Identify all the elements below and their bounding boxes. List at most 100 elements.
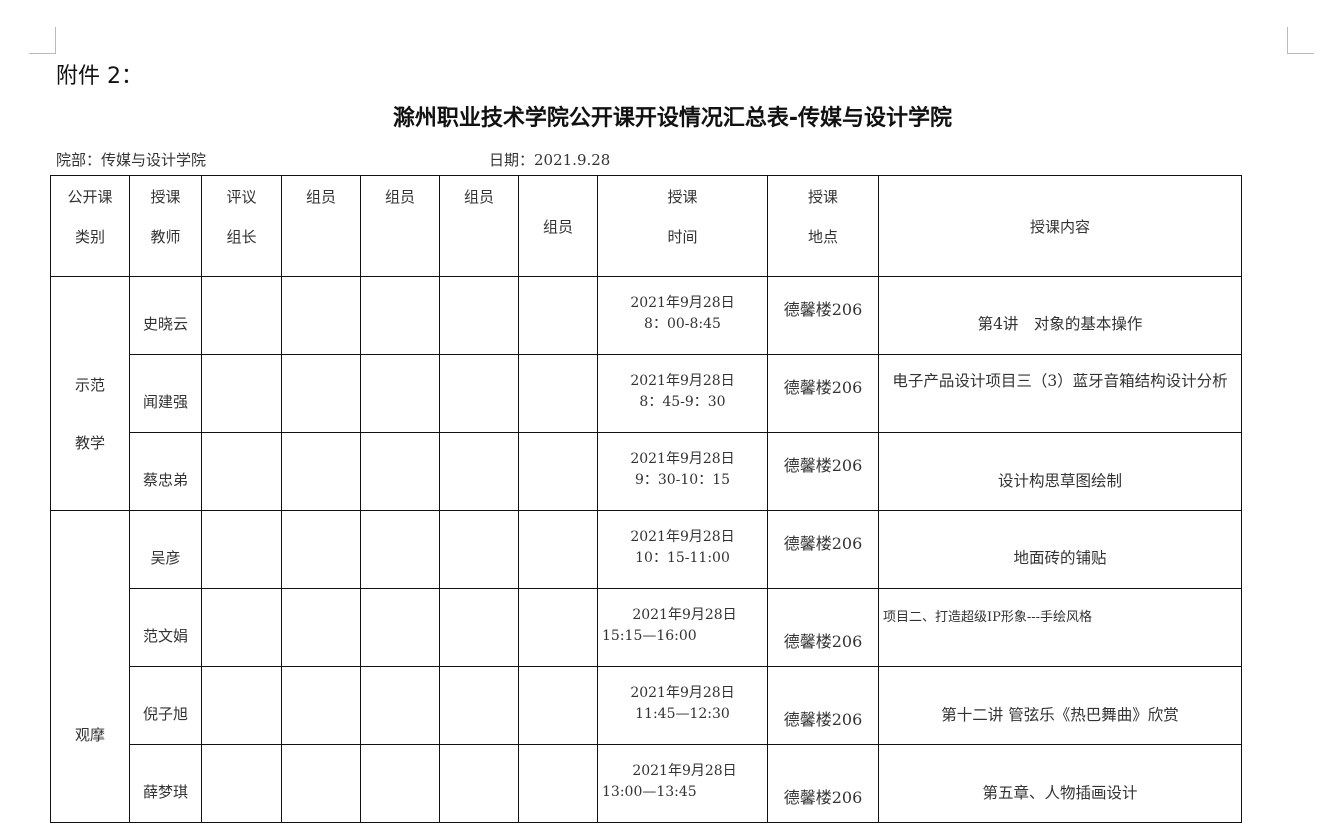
cell-text: 9：30-10：15 bbox=[634, 472, 731, 488]
member-cell bbox=[518, 744, 598, 823]
cell-text: 吴彦 bbox=[150, 549, 181, 567]
member-cell bbox=[360, 666, 440, 745]
member-cell bbox=[281, 354, 361, 433]
cell-text: 蔡忠弟 bbox=[142, 471, 188, 489]
member-cell bbox=[201, 276, 282, 355]
location-cell: 德馨楼206 bbox=[767, 432, 879, 511]
cell-text: 第4讲 对象的基本操作 bbox=[977, 315, 1143, 333]
member-cell bbox=[201, 588, 282, 667]
cell-text: 授课 bbox=[150, 188, 181, 206]
time-cell: 2021年9月28日 9：30-10：15 bbox=[597, 432, 768, 511]
table-row: 蔡忠弟 2021年9月28日 9：30-10：15 德馨楼206 设计构思草图绘制 bbox=[51, 432, 1242, 511]
location-cell: 德馨楼206 bbox=[767, 744, 879, 823]
table-row: 范文娟 2021年9月28日 15:15—16:00 德馨楼206 项目二、打造超级IP… bbox=[51, 588, 1242, 667]
member-cell bbox=[439, 588, 519, 667]
cell-text: 范文娟 bbox=[142, 627, 188, 645]
cell-text: 闻建强 bbox=[142, 393, 188, 411]
cell-text: 时间 bbox=[667, 228, 698, 246]
header-member: 组员 bbox=[281, 175, 361, 277]
teacher-cell: 闻建强 bbox=[129, 354, 202, 433]
content-cell: 设计构思草图绘制 bbox=[878, 432, 1242, 511]
header-member: 组员 bbox=[439, 175, 519, 277]
cell-text: 地点 bbox=[807, 228, 838, 246]
teacher-cell: 薛梦琪 bbox=[129, 744, 202, 823]
cell-text: 2021年9月28日 bbox=[632, 763, 737, 779]
header-row: 公开课 类别 授课 教师 评议 组长 组员 组员 组员 组员 授课 时间 授课 地点 授课… bbox=[50, 175, 1242, 277]
cell-text: 德馨楼206 bbox=[783, 632, 863, 651]
table-row: 倪子旭 2021年9月28日 11:45—12:30 德馨楼206 第十二讲 管弦乐《热… bbox=[51, 666, 1242, 745]
header-teacher: 授课 教师 bbox=[129, 175, 202, 277]
time-cell: 2021年9月28日 8：45-9：30 bbox=[597, 354, 768, 433]
member-cell bbox=[281, 432, 361, 511]
cell-text: 德馨楼206 bbox=[783, 788, 863, 807]
member-cell bbox=[360, 588, 440, 667]
time-cell: 2021年9月28日 10：15-11:00 bbox=[597, 510, 768, 589]
cell-text: 2021年9月28日 bbox=[630, 685, 735, 701]
cell-text: 德馨楼206 bbox=[783, 534, 863, 553]
cell-text: 2021年9月28日 bbox=[630, 373, 735, 389]
header-leader: 评议 组长 bbox=[201, 175, 282, 277]
cell-text: 2021年9月28日 bbox=[630, 529, 735, 545]
table-row: 薛梦琪 2021年9月28日 13:00—13:45 德馨楼206 第五章、人物插画设计 bbox=[51, 744, 1242, 823]
member-cell bbox=[518, 276, 598, 355]
cell-text: 组员 bbox=[384, 188, 415, 206]
cell-text: 组员 bbox=[305, 188, 336, 206]
date-label: 日期：2021.9.28 bbox=[489, 151, 611, 169]
content-cell: 地面砖的铺贴 bbox=[878, 510, 1242, 589]
location-cell: 德馨楼206 bbox=[767, 666, 879, 745]
content-cell: 第五章、人物插画设计 bbox=[878, 744, 1242, 823]
cell-text: 2021年9月28日 bbox=[630, 295, 735, 311]
cell-text: 8：45-9：30 bbox=[639, 394, 726, 410]
member-cell bbox=[281, 510, 361, 589]
cell-text: 13:00—13:45 bbox=[602, 784, 697, 800]
cell-text: 德馨楼206 bbox=[783, 710, 863, 729]
member-cell bbox=[518, 432, 598, 511]
member-cell bbox=[439, 666, 519, 745]
cell-text: 组长 bbox=[226, 228, 257, 246]
member-cell bbox=[518, 666, 598, 745]
time-cell: 2021年9月28日 13:00—13:45 bbox=[597, 744, 768, 823]
cell-text: 组员 bbox=[542, 217, 573, 236]
member-cell bbox=[360, 744, 440, 823]
content-cell: 项目二、打造超级IP形象---手绘风格 bbox=[878, 588, 1242, 667]
cell-text: 德馨楼206 bbox=[783, 300, 863, 319]
cell-text: 2021年9月28日 bbox=[630, 451, 735, 467]
header-member: 组员 bbox=[360, 175, 440, 277]
member-cell bbox=[439, 276, 519, 355]
cell-text: 教师 bbox=[150, 228, 181, 246]
table-row: 示范 教学 史晓云 2021年9月28日 8：00-8:45 德馨楼206 第4讲 对象的基… bbox=[50, 276, 1242, 511]
header-content: 授课内容 bbox=[878, 175, 1242, 277]
cell-text: 第五章、人物插画设计 bbox=[982, 784, 1138, 802]
member-cell bbox=[281, 588, 361, 667]
member-cell bbox=[439, 432, 519, 511]
header-time: 授课 时间 bbox=[597, 175, 768, 277]
cell-text: 10：15-11:00 bbox=[635, 550, 730, 566]
cell-text: 史晓云 bbox=[142, 315, 188, 333]
document-title: 滁州职业技术学院公开课开设情况汇总表-传媒与设计学院 bbox=[392, 106, 953, 131]
teacher-cell: 吴彦 bbox=[129, 510, 202, 589]
location-cell: 德馨楼206 bbox=[767, 588, 879, 667]
member-cell bbox=[360, 276, 440, 355]
content-cell: 电子产品设计项目三（3）蓝牙音箱结构设计分析 bbox=[878, 354, 1242, 433]
location-cell: 德馨楼206 bbox=[767, 354, 879, 433]
cell-text: 类别 bbox=[74, 228, 105, 246]
page-corner-mark bbox=[1287, 27, 1314, 54]
member-cell bbox=[518, 354, 598, 433]
summary-table: 公开课 类别 授课 教师 评议 组长 组员 组员 组员 组员 授课 时间 授课 地点 授课… bbox=[50, 175, 1242, 823]
header-category: 公开课 类别 bbox=[50, 175, 130, 277]
member-cell bbox=[201, 666, 282, 745]
time-cell: 2021年9月28日 15:15—16:00 bbox=[597, 588, 768, 667]
member-cell bbox=[281, 666, 361, 745]
cell-text: 德馨楼206 bbox=[783, 456, 863, 475]
member-cell bbox=[201, 432, 282, 511]
member-cell bbox=[201, 354, 282, 433]
member-cell bbox=[360, 510, 440, 589]
member-cell bbox=[439, 510, 519, 589]
cell-text: 8：00-8:45 bbox=[644, 316, 721, 332]
cell-text: 2021年9月28日 bbox=[632, 607, 737, 623]
cell-text: 德馨楼206 bbox=[783, 378, 863, 397]
cell-text: 评议 bbox=[226, 188, 257, 206]
member-cell bbox=[518, 510, 598, 589]
member-cell bbox=[281, 276, 361, 355]
location-cell: 德馨楼206 bbox=[767, 510, 879, 589]
